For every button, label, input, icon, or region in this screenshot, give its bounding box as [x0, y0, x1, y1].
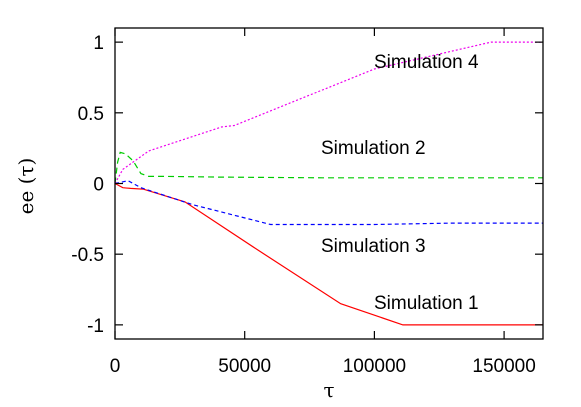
- annotation-simulation-1: Simulation 1: [374, 293, 479, 314]
- y-tick-label: -1: [87, 316, 104, 337]
- x-tick-label: 50000: [218, 356, 271, 377]
- series-layer: [114, 41, 543, 326]
- y-tick-label: 1: [93, 33, 104, 54]
- x-tick-label: 0: [110, 356, 121, 377]
- y-tick-label: -0.5: [71, 245, 104, 266]
- y-axis-label: ee (τ): [14, 158, 38, 215]
- series-line-3: [114, 180, 543, 226]
- series-line-2: [114, 151, 543, 184]
- x-axis-label: τ: [323, 378, 334, 402]
- series-line-4: [114, 41, 543, 184]
- plot-frame: [114, 27, 544, 340]
- series-line-1: [114, 182, 543, 326]
- x-tick-label: 100000: [343, 356, 406, 377]
- annotation-simulation-4: Simulation 4: [374, 52, 479, 73]
- annotation-simulation-2: Simulation 2: [321, 138, 426, 159]
- annotation-simulation-3: Simulation 3: [321, 236, 426, 257]
- y-tick-label: 0: [93, 175, 104, 196]
- x-tick-label: 150000: [472, 356, 535, 377]
- y-tick-label: 0.5: [78, 104, 104, 125]
- tick-layer: 0 50000 100000 150000 1 0.5 0 -0.5 -1: [71, 28, 543, 377]
